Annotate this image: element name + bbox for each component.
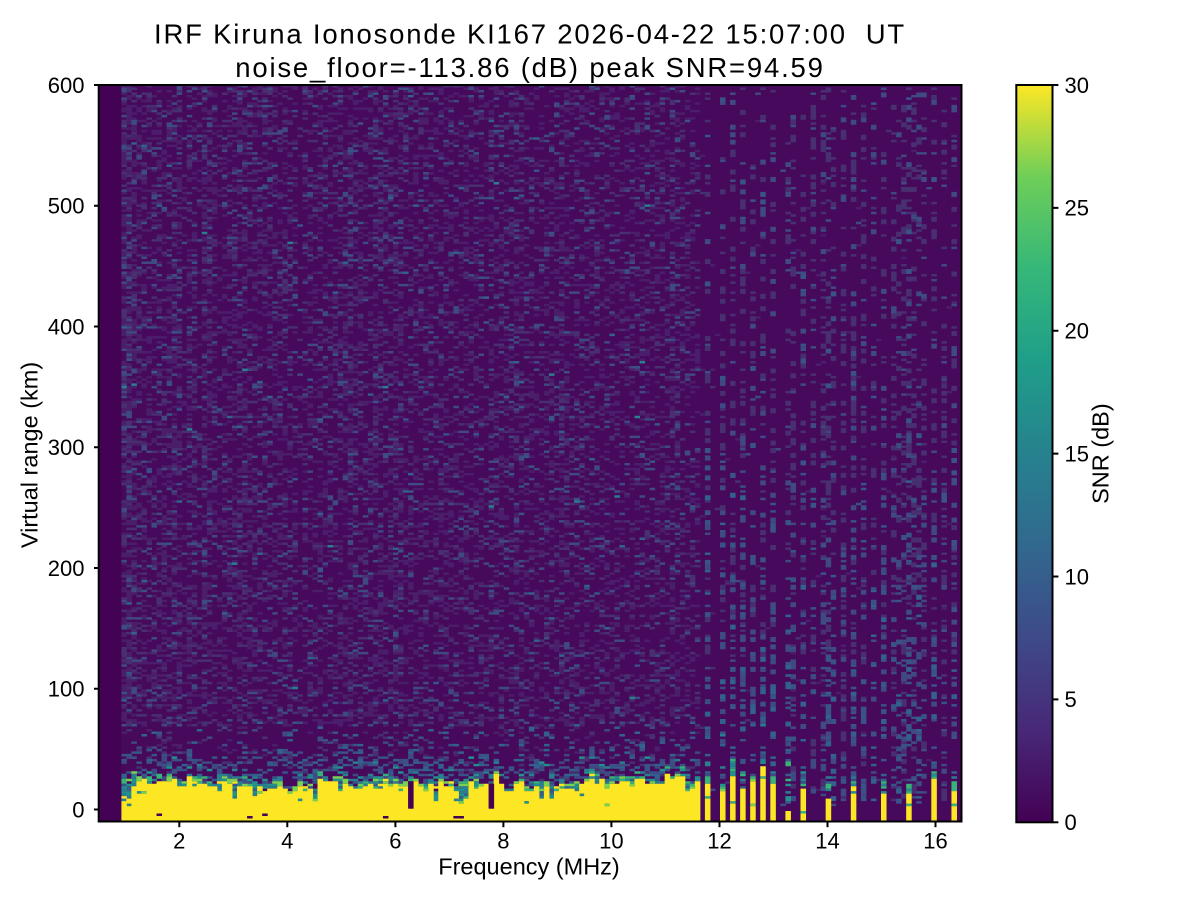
svg-text:400: 400 — [48, 314, 85, 339]
svg-text:600: 600 — [48, 73, 85, 98]
svg-text:Frequency (MHz): Frequency (MHz) — [438, 854, 620, 880]
svg-text:300: 300 — [48, 435, 85, 460]
svg-text:2: 2 — [173, 828, 185, 853]
svg-text:8: 8 — [497, 828, 509, 853]
svg-text:20: 20 — [1065, 319, 1089, 344]
svg-text:16: 16 — [923, 828, 947, 853]
svg-text:10: 10 — [599, 828, 623, 853]
svg-text:200: 200 — [48, 556, 85, 581]
svg-text:100: 100 — [48, 677, 85, 702]
svg-text:15: 15 — [1065, 441, 1089, 466]
svg-text:14: 14 — [815, 828, 839, 853]
svg-text:Virtual range (km): Virtual range (km) — [17, 362, 43, 548]
svg-text:0: 0 — [1065, 810, 1077, 835]
svg-text:6: 6 — [389, 828, 401, 853]
svg-text:500: 500 — [48, 194, 85, 219]
svg-text:IRF Kiruna Ionosonde KI167 202: IRF Kiruna Ionosonde KI167 2026-04-22 15… — [154, 19, 906, 50]
svg-text:12: 12 — [707, 828, 731, 853]
svg-text:10: 10 — [1065, 564, 1089, 589]
svg-text:SNR (dB): SNR (dB) — [1088, 403, 1114, 504]
svg-text:5: 5 — [1065, 687, 1077, 712]
svg-text:4: 4 — [281, 828, 293, 853]
svg-text:30: 30 — [1065, 73, 1089, 98]
svg-text:noise_floor=-113.86 (dB) peak: noise_floor=-113.86 (dB) peak SNR=94.59 — [235, 52, 824, 83]
svg-text:25: 25 — [1065, 196, 1089, 221]
svg-text:0: 0 — [72, 797, 84, 822]
